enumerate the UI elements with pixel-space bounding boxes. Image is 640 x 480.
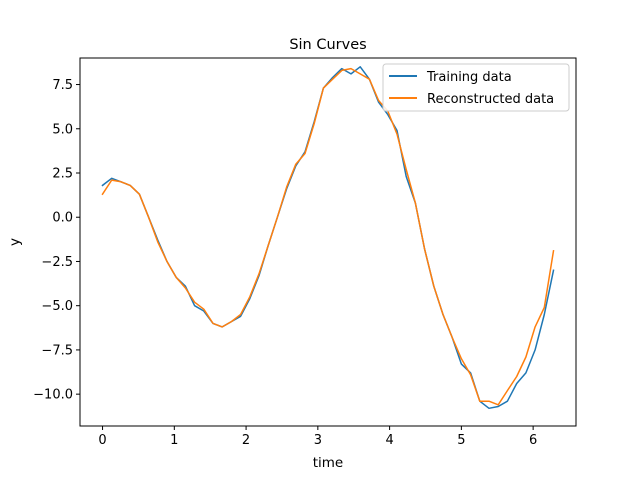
x-tick-label: 1 (170, 433, 178, 448)
legend-label-reconstructed: Reconstructed data (427, 92, 554, 107)
axes-frame (79, 57, 577, 427)
legend: Training data Reconstructed data (382, 63, 570, 112)
y-tick-label: −2.5 (41, 255, 73, 270)
y-tick-label: 0.0 (52, 211, 73, 226)
chart-title: Sin Curves (289, 37, 366, 53)
y-axis-label: y (7, 238, 23, 246)
legend-label-training: Training data (426, 70, 512, 85)
series-line-1 (101, 67, 555, 406)
x-tick-label: 0 (98, 433, 106, 448)
x-tick-label: 2 (242, 433, 250, 448)
x-tick-label: 5 (457, 433, 465, 448)
y-tick-label: 7.5 (52, 78, 73, 93)
y-tick-label: −7.5 (41, 343, 73, 358)
x-tick-label: 4 (385, 433, 393, 448)
plot-area (101, 66, 555, 410)
x-tick-label: 3 (314, 433, 322, 448)
y-tick-label: −5.0 (41, 299, 73, 314)
x-tick-label: 6 (529, 433, 537, 448)
legend-box (382, 63, 570, 112)
y-tick-label: 2.5 (52, 167, 73, 182)
x-axis-label: time (313, 455, 344, 471)
ticks: 0 1 2 3 4 5 6 −10.0 −7.5 −5.0 −2.5 0.0 2.5 5.0 7.5 (33, 78, 537, 448)
y-tick-label: −10.0 (33, 388, 73, 403)
y-tick-label: 5.0 (52, 122, 73, 137)
